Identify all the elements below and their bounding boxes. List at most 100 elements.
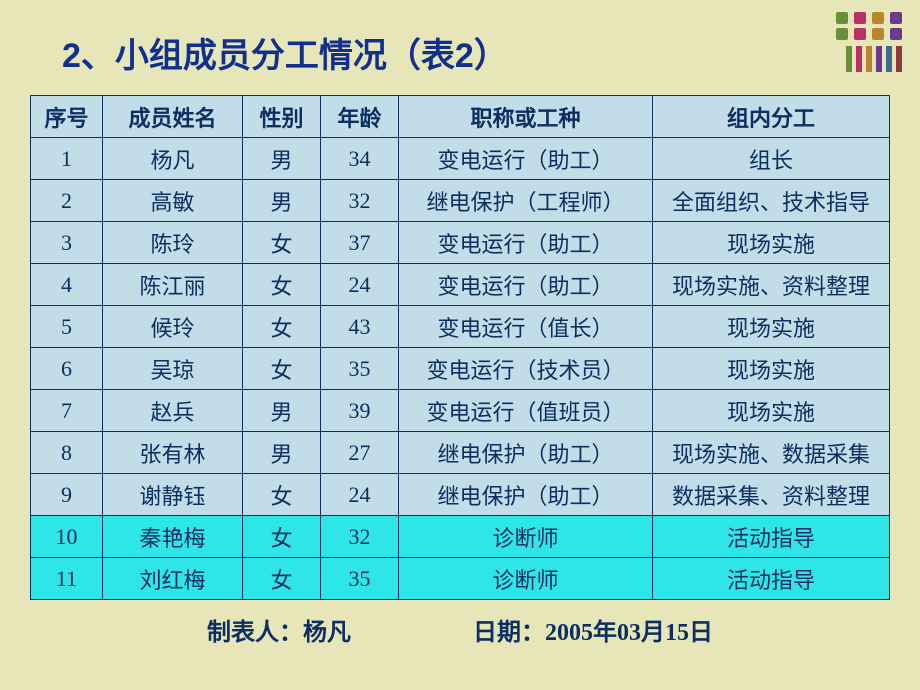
- table-row: 4陈江丽女24变电运行（助工）现场实施、资料整理: [31, 264, 890, 306]
- cell-name: 高敏: [103, 180, 243, 222]
- cell-seq: 5: [31, 306, 103, 348]
- cell-name: 吴琼: [103, 348, 243, 390]
- cell-role: 现场实施、数据采集: [653, 432, 890, 474]
- cell-age: 39: [321, 390, 399, 432]
- table-row: 10秦艳梅女32诊断师活动指导: [31, 516, 890, 558]
- cell-age: 32: [321, 180, 399, 222]
- decoration-dot: [836, 12, 848, 24]
- cell-job: 变电运行（值班员）: [399, 390, 653, 432]
- cell-age: 34: [321, 138, 399, 180]
- cell-gender: 女: [243, 348, 321, 390]
- cell-job: 继电保护（工程师）: [399, 180, 653, 222]
- decoration-dots-row1: [836, 12, 902, 24]
- table-row: 7赵兵男39变电运行（值班员）现场实施: [31, 390, 890, 432]
- decoration-dot: [872, 12, 884, 24]
- cell-age: 43: [321, 306, 399, 348]
- table-row: 11刘红梅女35诊断师活动指导: [31, 558, 890, 600]
- cell-seq: 10: [31, 516, 103, 558]
- cell-gender: 女: [243, 306, 321, 348]
- table-body: 1杨凡男34变电运行（助工）组长2高敏男32继电保护（工程师）全面组织、技术指导…: [31, 138, 890, 600]
- cell-name: 杨凡: [103, 138, 243, 180]
- cell-role: 现场实施: [653, 306, 890, 348]
- cell-job: 变电运行（助工）: [399, 264, 653, 306]
- cell-job: 继电保护（助工）: [399, 432, 653, 474]
- cell-job: 诊断师: [399, 558, 653, 600]
- decoration-bar: [886, 46, 892, 72]
- cell-age: 24: [321, 264, 399, 306]
- table-row: 2高敏男32继电保护（工程师）全面组织、技术指导: [31, 180, 890, 222]
- col-header-job: 职称或工种: [399, 96, 653, 138]
- cell-role: 组长: [653, 138, 890, 180]
- col-header-role: 组内分工: [653, 96, 890, 138]
- cell-gender: 男: [243, 180, 321, 222]
- cell-name: 秦艳梅: [103, 516, 243, 558]
- col-header-seq: 序号: [31, 96, 103, 138]
- cell-role: 全面组织、技术指导: [653, 180, 890, 222]
- table-row: 6吴琼女35变电运行（技术员）现场实施: [31, 348, 890, 390]
- cell-seq: 8: [31, 432, 103, 474]
- decoration-bars: [846, 46, 902, 72]
- cell-gender: 女: [243, 264, 321, 306]
- cell-role: 活动指导: [653, 558, 890, 600]
- decoration-dot: [836, 28, 848, 40]
- table-footer: 制表人：杨凡 日期：2005年03月15日: [0, 600, 920, 647]
- page-title: 2、小组成员分工情况（表2）: [0, 0, 920, 95]
- cell-age: 35: [321, 558, 399, 600]
- corner-decoration: [836, 12, 902, 72]
- cell-role: 现场实施: [653, 390, 890, 432]
- date-label: 日期：: [473, 620, 545, 646]
- decoration-dot: [890, 12, 902, 24]
- decoration-dots-row2: [836, 28, 902, 40]
- table-row: 1杨凡男34变电运行（助工）组长: [31, 138, 890, 180]
- decoration-dot: [854, 12, 866, 24]
- cell-role: 活动指导: [653, 516, 890, 558]
- cell-job: 继电保护（助工）: [399, 474, 653, 516]
- cell-gender: 男: [243, 432, 321, 474]
- cell-name: 刘红梅: [103, 558, 243, 600]
- decoration-bar: [896, 46, 902, 72]
- cell-seq: 7: [31, 390, 103, 432]
- decoration-bar: [846, 46, 852, 72]
- decoration-bar: [876, 46, 882, 72]
- col-header-gender: 性别: [243, 96, 321, 138]
- cell-job: 诊断师: [399, 516, 653, 558]
- cell-name: 陈江丽: [103, 264, 243, 306]
- cell-job: 变电运行（技术员）: [399, 348, 653, 390]
- decoration-bar: [866, 46, 872, 72]
- col-header-name: 成员姓名: [103, 96, 243, 138]
- decoration-dot: [854, 28, 866, 40]
- date-value: 2005年03月15日: [545, 620, 713, 646]
- cell-seq: 11: [31, 558, 103, 600]
- cell-age: 35: [321, 348, 399, 390]
- cell-age: 27: [321, 432, 399, 474]
- cell-job: 变电运行（助工）: [399, 222, 653, 264]
- cell-age: 32: [321, 516, 399, 558]
- cell-gender: 女: [243, 222, 321, 264]
- cell-age: 37: [321, 222, 399, 264]
- cell-name: 候玲: [103, 306, 243, 348]
- cell-seq: 1: [31, 138, 103, 180]
- cell-seq: 2: [31, 180, 103, 222]
- cell-name: 张有林: [103, 432, 243, 474]
- cell-gender: 女: [243, 558, 321, 600]
- cell-gender: 男: [243, 390, 321, 432]
- cell-age: 24: [321, 474, 399, 516]
- cell-gender: 男: [243, 138, 321, 180]
- table-row: 3陈玲女37变电运行（助工）现场实施: [31, 222, 890, 264]
- cell-role: 现场实施、资料整理: [653, 264, 890, 306]
- table-header-row: 序号 成员姓名 性别 年龄 职称或工种 组内分工: [31, 96, 890, 138]
- decoration-dot: [890, 28, 902, 40]
- cell-seq: 4: [31, 264, 103, 306]
- cell-name: 陈玲: [103, 222, 243, 264]
- maker-name: 杨凡: [303, 620, 351, 646]
- table-row: 9谢静钰女24继电保护（助工）数据采集、资料整理: [31, 474, 890, 516]
- cell-role: 现场实施: [653, 222, 890, 264]
- cell-name: 赵兵: [103, 390, 243, 432]
- cell-gender: 女: [243, 474, 321, 516]
- cell-seq: 3: [31, 222, 103, 264]
- table-row: 8张有林男27继电保护（助工）现场实施、数据采集: [31, 432, 890, 474]
- cell-gender: 女: [243, 516, 321, 558]
- maker-label: 制表人：: [207, 620, 303, 646]
- col-header-age: 年龄: [321, 96, 399, 138]
- cell-role: 数据采集、资料整理: [653, 474, 890, 516]
